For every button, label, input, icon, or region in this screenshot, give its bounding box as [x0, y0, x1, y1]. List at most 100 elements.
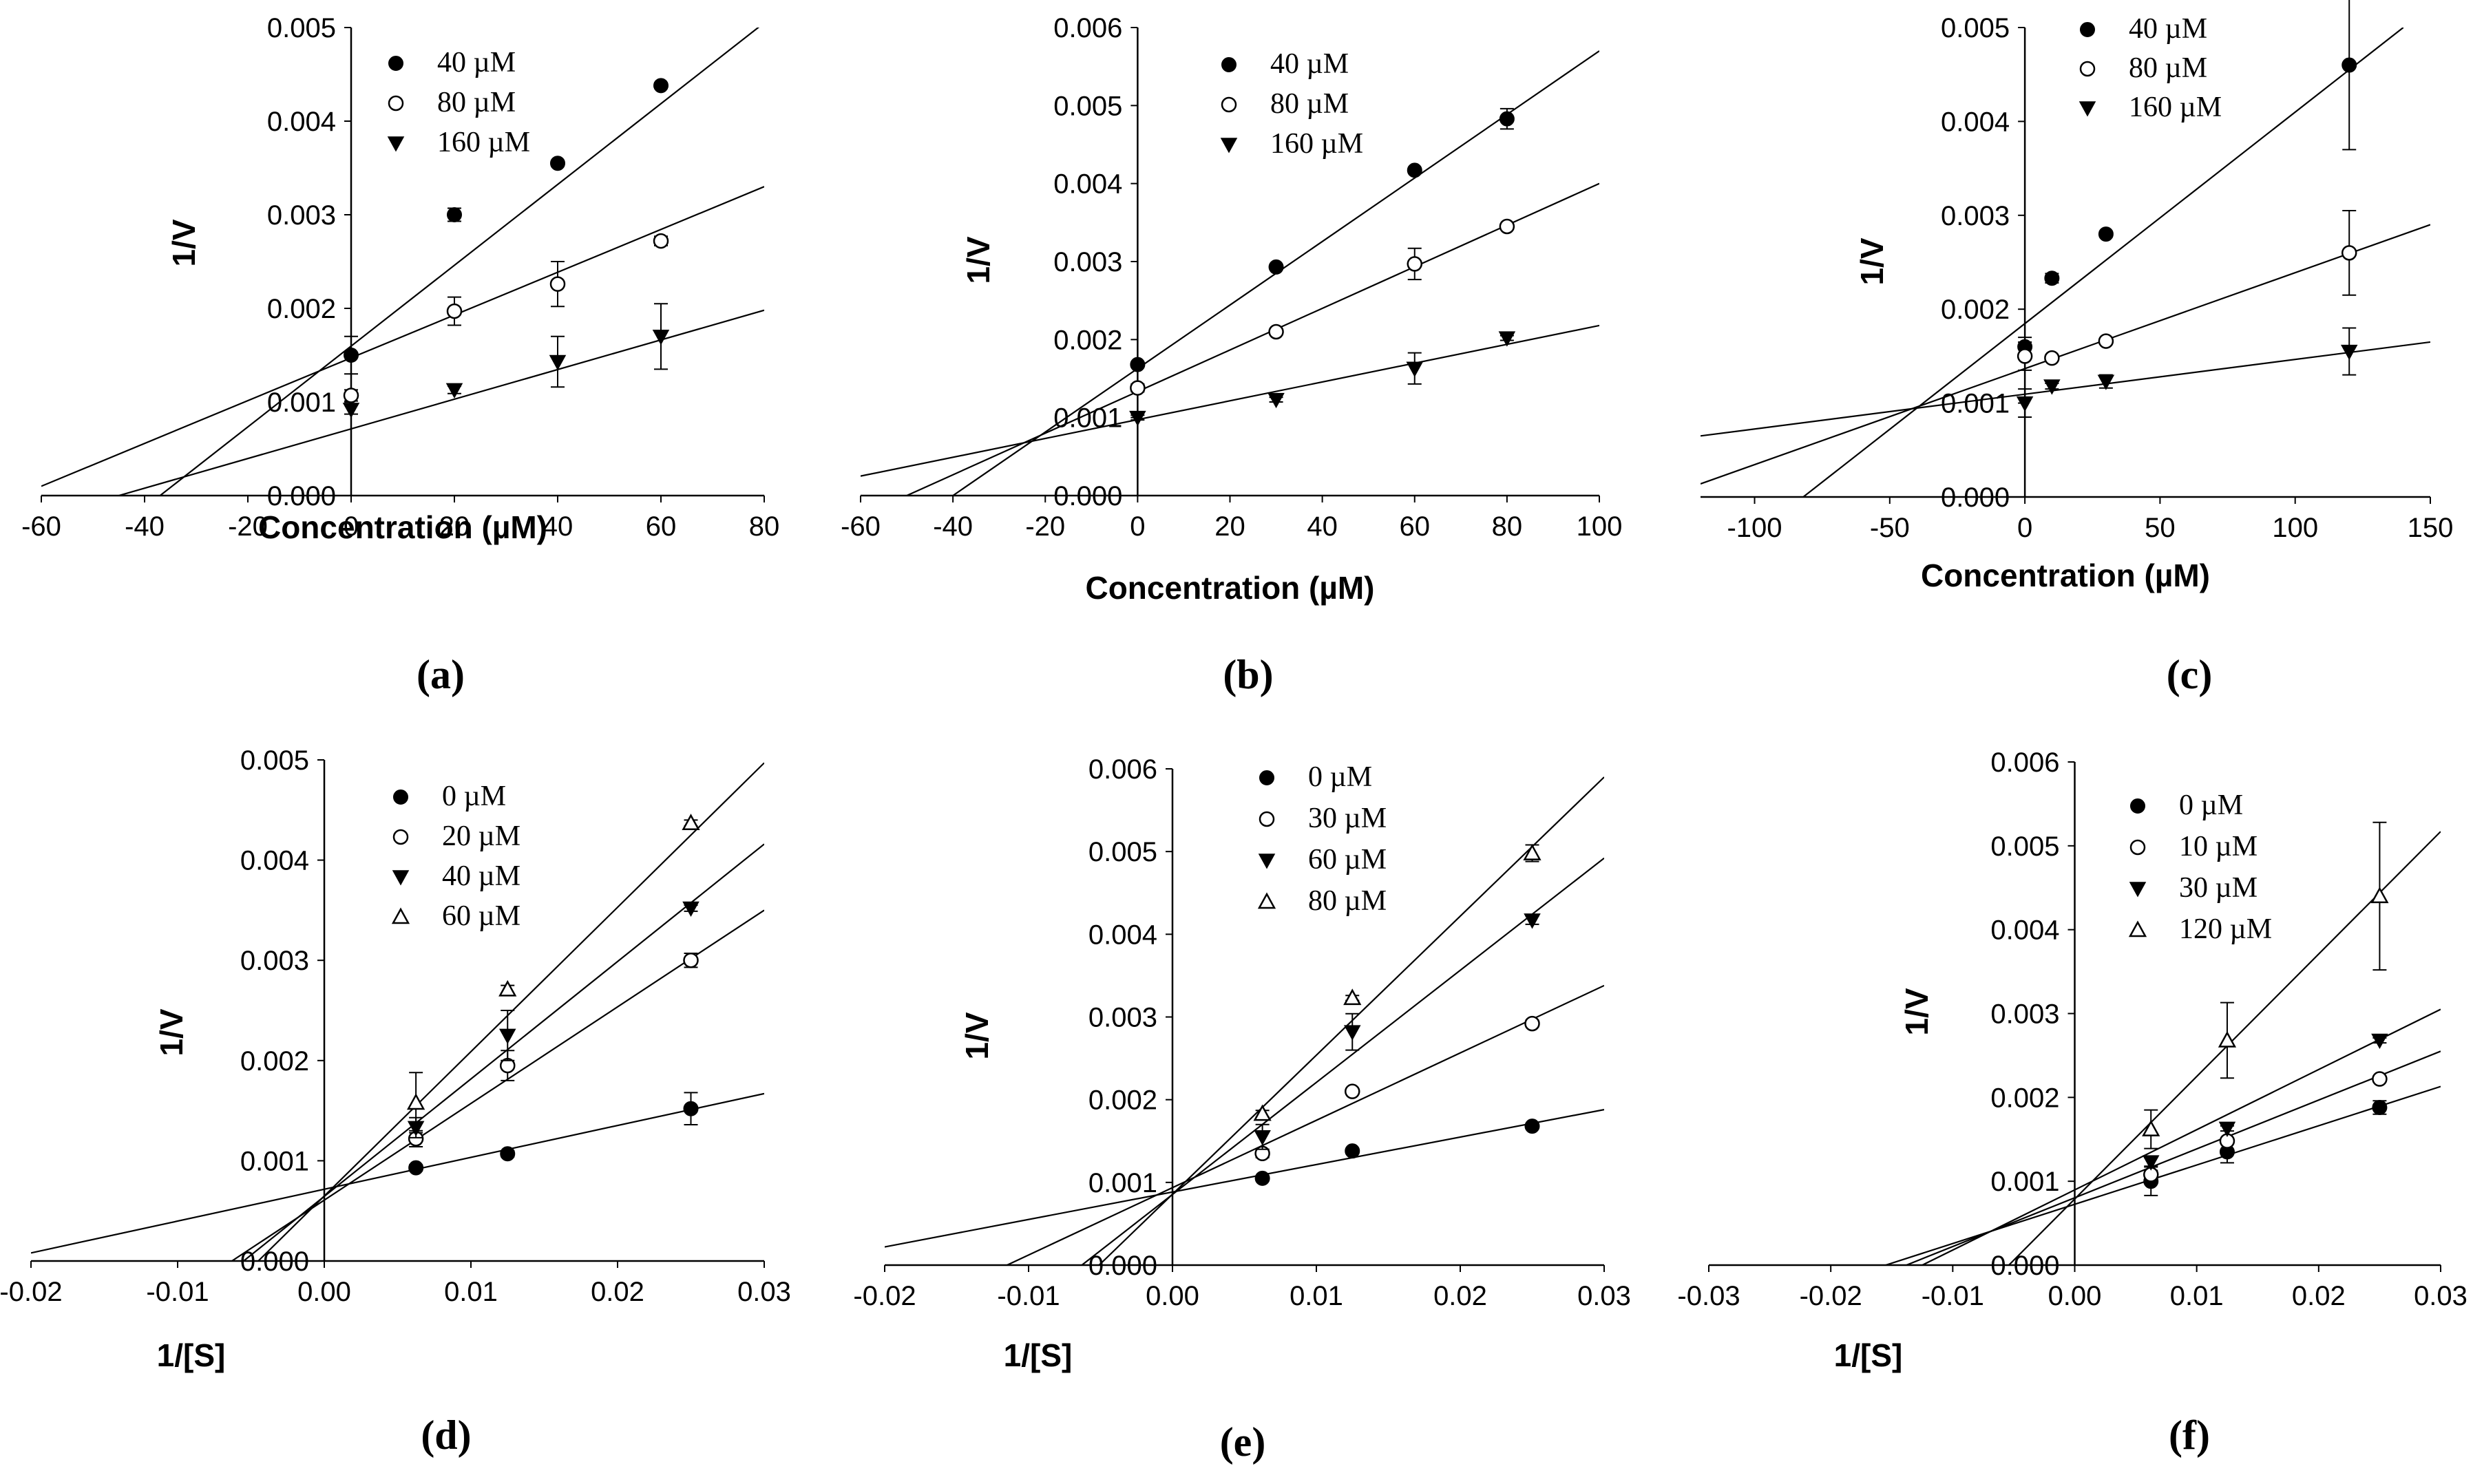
fit-line: [118, 309, 764, 496]
data-point: [1523, 843, 1541, 860]
data-point: [342, 403, 360, 418]
panel-label: (e): [1220, 1419, 1266, 1465]
data-point: [682, 814, 700, 830]
data-point: [1343, 988, 1362, 1006]
fit-line: [257, 762, 764, 1261]
x-tick-label: 60: [646, 511, 677, 542]
data-point: [407, 1093, 425, 1110]
x-tick-label: -40: [933, 511, 973, 542]
data-point: [2044, 271, 2060, 286]
y-tick-label: 0.005: [1941, 13, 2010, 43]
series-3: 30 µM: [1922, 872, 2441, 1265]
legend-label: 20 µM: [442, 820, 520, 852]
series-4: 60 µM: [257, 762, 764, 1261]
y-tick-label: 0.005: [1088, 837, 1157, 867]
series-1: 40 µM: [1802, 0, 2404, 497]
y-axis-title: 1/V: [166, 219, 202, 266]
fit-line: [885, 1109, 1604, 1248]
legend-marker: [1220, 138, 1238, 153]
x-tick-label: 0.03: [737, 1277, 791, 1307]
data-point: [2371, 1033, 2388, 1050]
data-point: [549, 276, 566, 292]
y-tick-label: 0.006: [1990, 748, 2059, 778]
data-point: [683, 1101, 699, 1116]
x-tick-label: 20: [439, 511, 470, 542]
series-1: 0 µM: [885, 761, 1604, 1248]
y-tick-label: 0.003: [267, 200, 336, 231]
data-point: [1524, 1119, 1540, 1134]
fit-line: [1081, 857, 1604, 1265]
data-point: [1499, 218, 1515, 235]
series-3: 160 µM: [118, 127, 764, 496]
data-point: [1524, 1015, 1540, 1032]
series-3: 160 µM: [1701, 92, 2430, 437]
data-point: [2097, 374, 2115, 390]
legend-marker: [2079, 101, 2096, 117]
x-tick-label: 40: [1307, 511, 1338, 542]
data-point: [1407, 162, 1422, 178]
legend-marker: [1259, 811, 1275, 827]
y-tick-label: 0.004: [1941, 107, 2010, 137]
x-tick-label: 0.01: [2170, 1281, 2224, 1311]
data-point: [1407, 256, 1422, 272]
series-2: 20 µM: [231, 820, 764, 1261]
data-point: [498, 1028, 516, 1044]
data-point: [1254, 1130, 1271, 1146]
y-tick-label: 0.004: [240, 846, 309, 876]
x-tick-label: 20: [1214, 511, 1245, 542]
legend-label: 160 µM: [437, 127, 530, 158]
y-tick-label: 0.005: [1053, 91, 1122, 121]
legend-label: 160 µM: [2129, 92, 2222, 123]
y-tick-label: 0.002: [1053, 325, 1122, 355]
y-tick-label: 0.005: [1990, 831, 2059, 862]
chart-panel-4: -0.02 -0.01 0.00 0.01 0.02 0.03 0.000 0.001 0.00…: [0, 745, 791, 1458]
legend-label: 40 µM: [2129, 13, 2207, 45]
legend-marker: [388, 56, 403, 71]
panel-label: (f): [2169, 1412, 2210, 1458]
x-axis-title: 1/[S]: [1004, 1337, 1073, 1373]
x-tick-label: 0.02: [591, 1277, 644, 1307]
y-tick-label: 0.000: [1941, 483, 2010, 513]
fit-line: [861, 324, 1599, 477]
data-point: [1130, 380, 1146, 396]
legend-marker: [392, 870, 410, 886]
legend-label: 80 µM: [1308, 885, 1387, 917]
fit-line: [1098, 776, 1604, 1265]
x-tick-label: -40: [125, 511, 165, 542]
x-tick-label: 0: [344, 511, 359, 542]
y-tick-label: 0.003: [240, 946, 309, 976]
legend-label: 60 µM: [1308, 844, 1387, 876]
legend-marker: [2129, 882, 2147, 898]
fit-line: [1802, 28, 2404, 497]
series-2: 80 µM: [906, 88, 1599, 496]
x-tick-label: 60: [1400, 511, 1431, 542]
legend-marker: [2130, 798, 2145, 814]
legend-marker: [1258, 854, 1276, 869]
legend-label: 40 µM: [1270, 48, 1349, 80]
y-tick-label: 0.004: [1990, 915, 2059, 946]
data-point: [2044, 350, 2060, 366]
fit-line: [243, 843, 764, 1261]
series-4: 120 µM: [2008, 821, 2441, 1265]
data-point: [1499, 111, 1515, 127]
y-tick-label: 0.001: [1088, 1168, 1157, 1198]
x-tick-label: -0.01: [997, 1281, 1060, 1311]
data-point: [1130, 357, 1146, 372]
data-point: [549, 354, 567, 371]
y-tick-label: 0.004: [267, 107, 336, 137]
data-point: [2218, 1030, 2237, 1048]
y-tick-label: 0.001: [240, 1146, 309, 1176]
y-tick-label: 0.002: [267, 294, 336, 324]
y-tick-label: 0.003: [1990, 999, 2059, 1030]
legend-marker: [1221, 96, 1237, 113]
x-tick-label: 0.03: [1577, 1281, 1631, 1311]
y-axis-title: 1/V: [154, 1008, 189, 1056]
panel-label: (a): [417, 652, 465, 697]
fit-line: [1007, 984, 1604, 1265]
panel-label: (d): [421, 1412, 471, 1458]
legend-label: 30 µM: [2179, 872, 2258, 904]
x-axis-title: Concentration (µM): [258, 509, 547, 545]
data-point: [343, 388, 359, 403]
legend-marker: [393, 789, 408, 805]
series-3: 160 µM: [861, 128, 1599, 477]
